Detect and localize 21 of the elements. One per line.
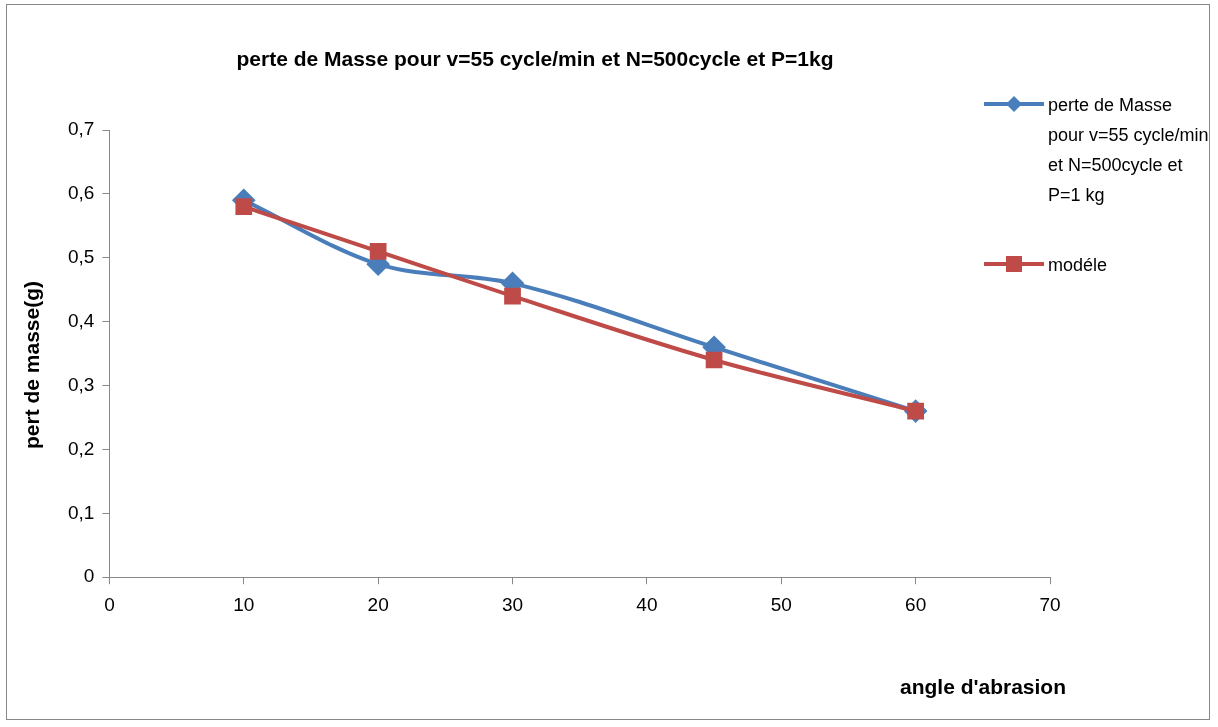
y-tick-label: 0,7 xyxy=(67,118,95,140)
y-tick-label: 0,3 xyxy=(67,373,95,395)
x-tick-label: 20 xyxy=(367,593,389,615)
x-tick-label: 50 xyxy=(770,593,792,615)
legend-label: perte de Masse pour v=55 cycle/min et N=500cycle et P=1 kg xyxy=(1048,94,1210,207)
x-tick-label: 30 xyxy=(501,593,524,615)
y-tick-label: 0,6 xyxy=(67,182,95,204)
y-tick-label: 0,1 xyxy=(67,501,95,523)
x-tick-label: 60 xyxy=(905,593,927,615)
chart-title: perte de Masse pour v=55 cycle/min et N=500cycle et P=1kg xyxy=(236,46,834,70)
x-tick-label: 10 xyxy=(233,593,255,615)
x-tick-label: 40 xyxy=(636,593,658,615)
x-tick-label: 0 xyxy=(104,593,115,615)
y-tick-label: 0,2 xyxy=(67,437,95,459)
y-tick-label: 0,4 xyxy=(67,309,95,331)
y-tick-label: 0 xyxy=(83,565,95,587)
x-tick-label: 70 xyxy=(1039,593,1061,615)
y-tick-label: 0,5 xyxy=(67,246,95,268)
x-axis-title: angle d'abrasion xyxy=(899,674,1066,698)
legend-label: modéle xyxy=(1048,254,1108,277)
y-axis-title: pert de masse(g) xyxy=(19,280,43,450)
